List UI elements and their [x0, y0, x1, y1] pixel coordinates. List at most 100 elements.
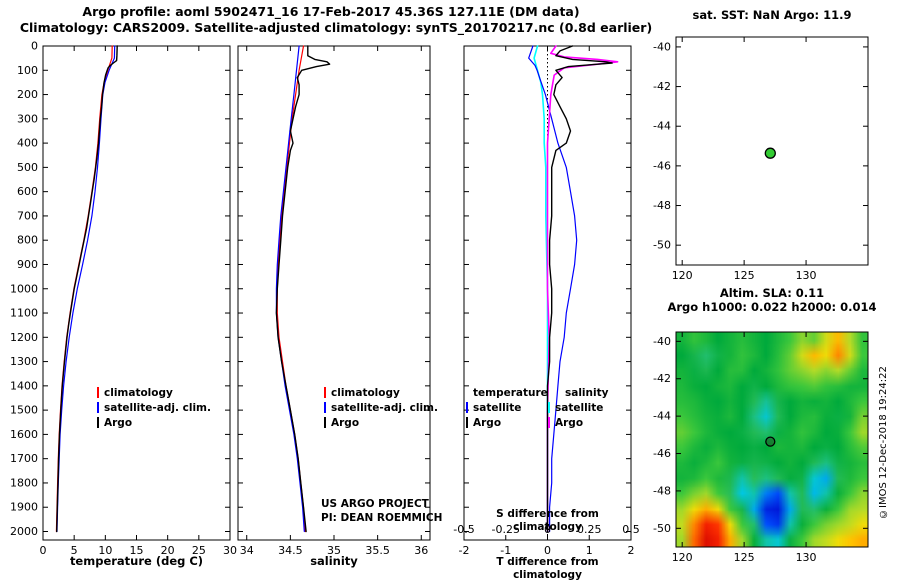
t-difference-axis-label: T difference from climatology: [496, 556, 599, 580]
legend-label: satellite-adj. clim.: [331, 401, 438, 414]
x-tick-label: 34: [240, 544, 254, 557]
legend-label: satellite: [555, 401, 604, 414]
legend-marker: [97, 387, 99, 398]
temperature-profile-climatology-line: [55, 45, 113, 533]
depth-tick-label: 0: [31, 40, 38, 53]
x-tick-label: -2: [459, 544, 470, 557]
legend-item-satellite-adj-clim-: satellite-adj. clim.: [97, 400, 211, 415]
lon-tick-label: 130: [796, 269, 817, 282]
depth-tick-label: 800: [17, 234, 38, 247]
legend-marker: [324, 387, 326, 398]
legend-marker: [324, 402, 326, 413]
x-tick-label: 10: [98, 544, 112, 557]
sst-panel-title: sat. SST: NaN Argo: 11.9: [692, 8, 852, 22]
salinity-axis-label: salinity: [310, 554, 358, 568]
lat-tick-label: -44: [653, 120, 671, 133]
sla-panel-subtitle: Argo h1000: 0.022 h2000: 0.014: [667, 300, 877, 314]
legend-item-argo: Argo: [97, 415, 211, 430]
x-tick-label: -1: [500, 544, 511, 557]
legend-item-argo: Argo: [548, 415, 608, 430]
x-tick-label: 15: [130, 544, 144, 557]
depth-tick-label: 400: [17, 137, 38, 150]
sst-map-axes-box: [675, 36, 869, 266]
temperature-legend: climatology satellite-adj. clim. Argo: [97, 385, 211, 430]
legend-marker: [466, 417, 468, 428]
x-tick-label: 1: [586, 544, 593, 557]
x-tick-label: 30: [223, 544, 237, 557]
difference-profile-temperature-satellite-line: [528, 45, 578, 533]
depth-tick-label: 1800: [10, 476, 38, 489]
depth-tick-label: 1600: [10, 428, 38, 441]
lon-tick-label: 125: [734, 269, 755, 282]
x-tick-label: 0: [40, 544, 47, 557]
legend-label: climatology: [104, 386, 173, 399]
depth-tick-label: 1200: [10, 331, 38, 344]
legend-item-satellite: satellite: [548, 400, 608, 415]
legend-label: Argo: [555, 416, 584, 429]
lat-tick-label: -42: [653, 80, 671, 93]
lat-tick-label: -50: [653, 239, 671, 252]
legend-marker: [97, 402, 99, 413]
x-tick-label: 5: [71, 544, 78, 557]
depth-tick-label: 1900: [10, 501, 38, 514]
depth-tick-label: 200: [17, 88, 38, 101]
x-tick-label: 36: [414, 544, 428, 557]
temperature-profile-argo-line: [56, 45, 118, 533]
temperature-profile-axes-box: [42, 45, 231, 541]
legend-label: Argo: [104, 416, 133, 429]
salinity-profile-axes-box: [237, 45, 431, 541]
depth-tick-label: 500: [17, 161, 38, 174]
lon-tick-label: 120: [672, 269, 693, 282]
salinity-profile-argo-line: [275, 45, 331, 533]
depth-tick-label: 100: [17, 64, 38, 77]
salinity-legend: climatology satellite-adj. clim. Argo: [324, 385, 438, 430]
legend-item-satellite-adj-clim-: satellite-adj. clim.: [324, 400, 438, 415]
project-annotation: US ARGO PROJECT PI: DEAN ROEMMICH: [321, 497, 442, 525]
depth-tick-label: 1000: [10, 282, 38, 295]
project-annotation-line2: PI: DEAN ROEMMICH: [321, 512, 443, 524]
legend-marker: [324, 417, 326, 428]
x-tick-label: 0: [544, 544, 551, 557]
lon-tick-label: 120: [672, 551, 693, 564]
legend-label: climatology: [331, 386, 400, 399]
difference-profile-salinity-argo-line: [546, 45, 619, 533]
s-diff-tick-label: 0.25: [577, 523, 602, 536]
figure-title-line1: Argo profile: aoml 5902471_16 17-Feb-201…: [82, 4, 580, 19]
depth-tick-label: 700: [17, 209, 38, 222]
legend-marker: [97, 417, 99, 428]
depth-tick-label: 900: [17, 258, 38, 271]
lon-tick-label: 130: [796, 551, 817, 564]
lon-tick-label: 125: [734, 551, 755, 564]
sst-map-float-marker: [764, 147, 776, 159]
legend-header: temperature: [473, 386, 548, 399]
sla-map-float-marker: [765, 436, 776, 447]
depth-tick-label: 1300: [10, 355, 38, 368]
x-tick-label: 35.5: [365, 544, 390, 557]
s-difference-axis-label: S difference from climatology: [496, 508, 599, 533]
lat-tick-label: -40: [653, 335, 671, 348]
depth-tick-label: 1500: [10, 404, 38, 417]
x-tick-label: 2: [628, 544, 635, 557]
x-tick-label: 20: [161, 544, 175, 557]
difference-profile-temperature-argo-line: [546, 45, 613, 533]
sla-map-axes-box: [675, 331, 869, 548]
legend-header: salinity: [565, 386, 609, 399]
depth-tick-label: 1700: [10, 452, 38, 465]
project-annotation-line1: US ARGO PROJECT: [321, 498, 429, 510]
legend-label: Argo: [331, 416, 360, 429]
difference-temperature-legend: temperature satellite Argo: [466, 385, 548, 430]
lat-tick-label: -44: [653, 410, 671, 423]
temperature-axis-label: temperature (deg C): [69, 554, 204, 568]
depth-tick-label: 600: [17, 185, 38, 198]
legend-item-satellite: satellite: [466, 400, 548, 415]
legend-label: satellite-adj. clim.: [104, 401, 211, 414]
difference-salinity-legend: salinity satellite Argo: [548, 385, 608, 430]
s-diff-tick-label: -0.25: [492, 523, 520, 536]
legend-marker: [466, 402, 468, 413]
legend-item-climatology: climatology: [324, 385, 438, 400]
lat-tick-label: -48: [653, 484, 671, 497]
lat-tick-label: -40: [653, 40, 671, 53]
difference-profile-salinity-satellite-line: [533, 45, 549, 533]
